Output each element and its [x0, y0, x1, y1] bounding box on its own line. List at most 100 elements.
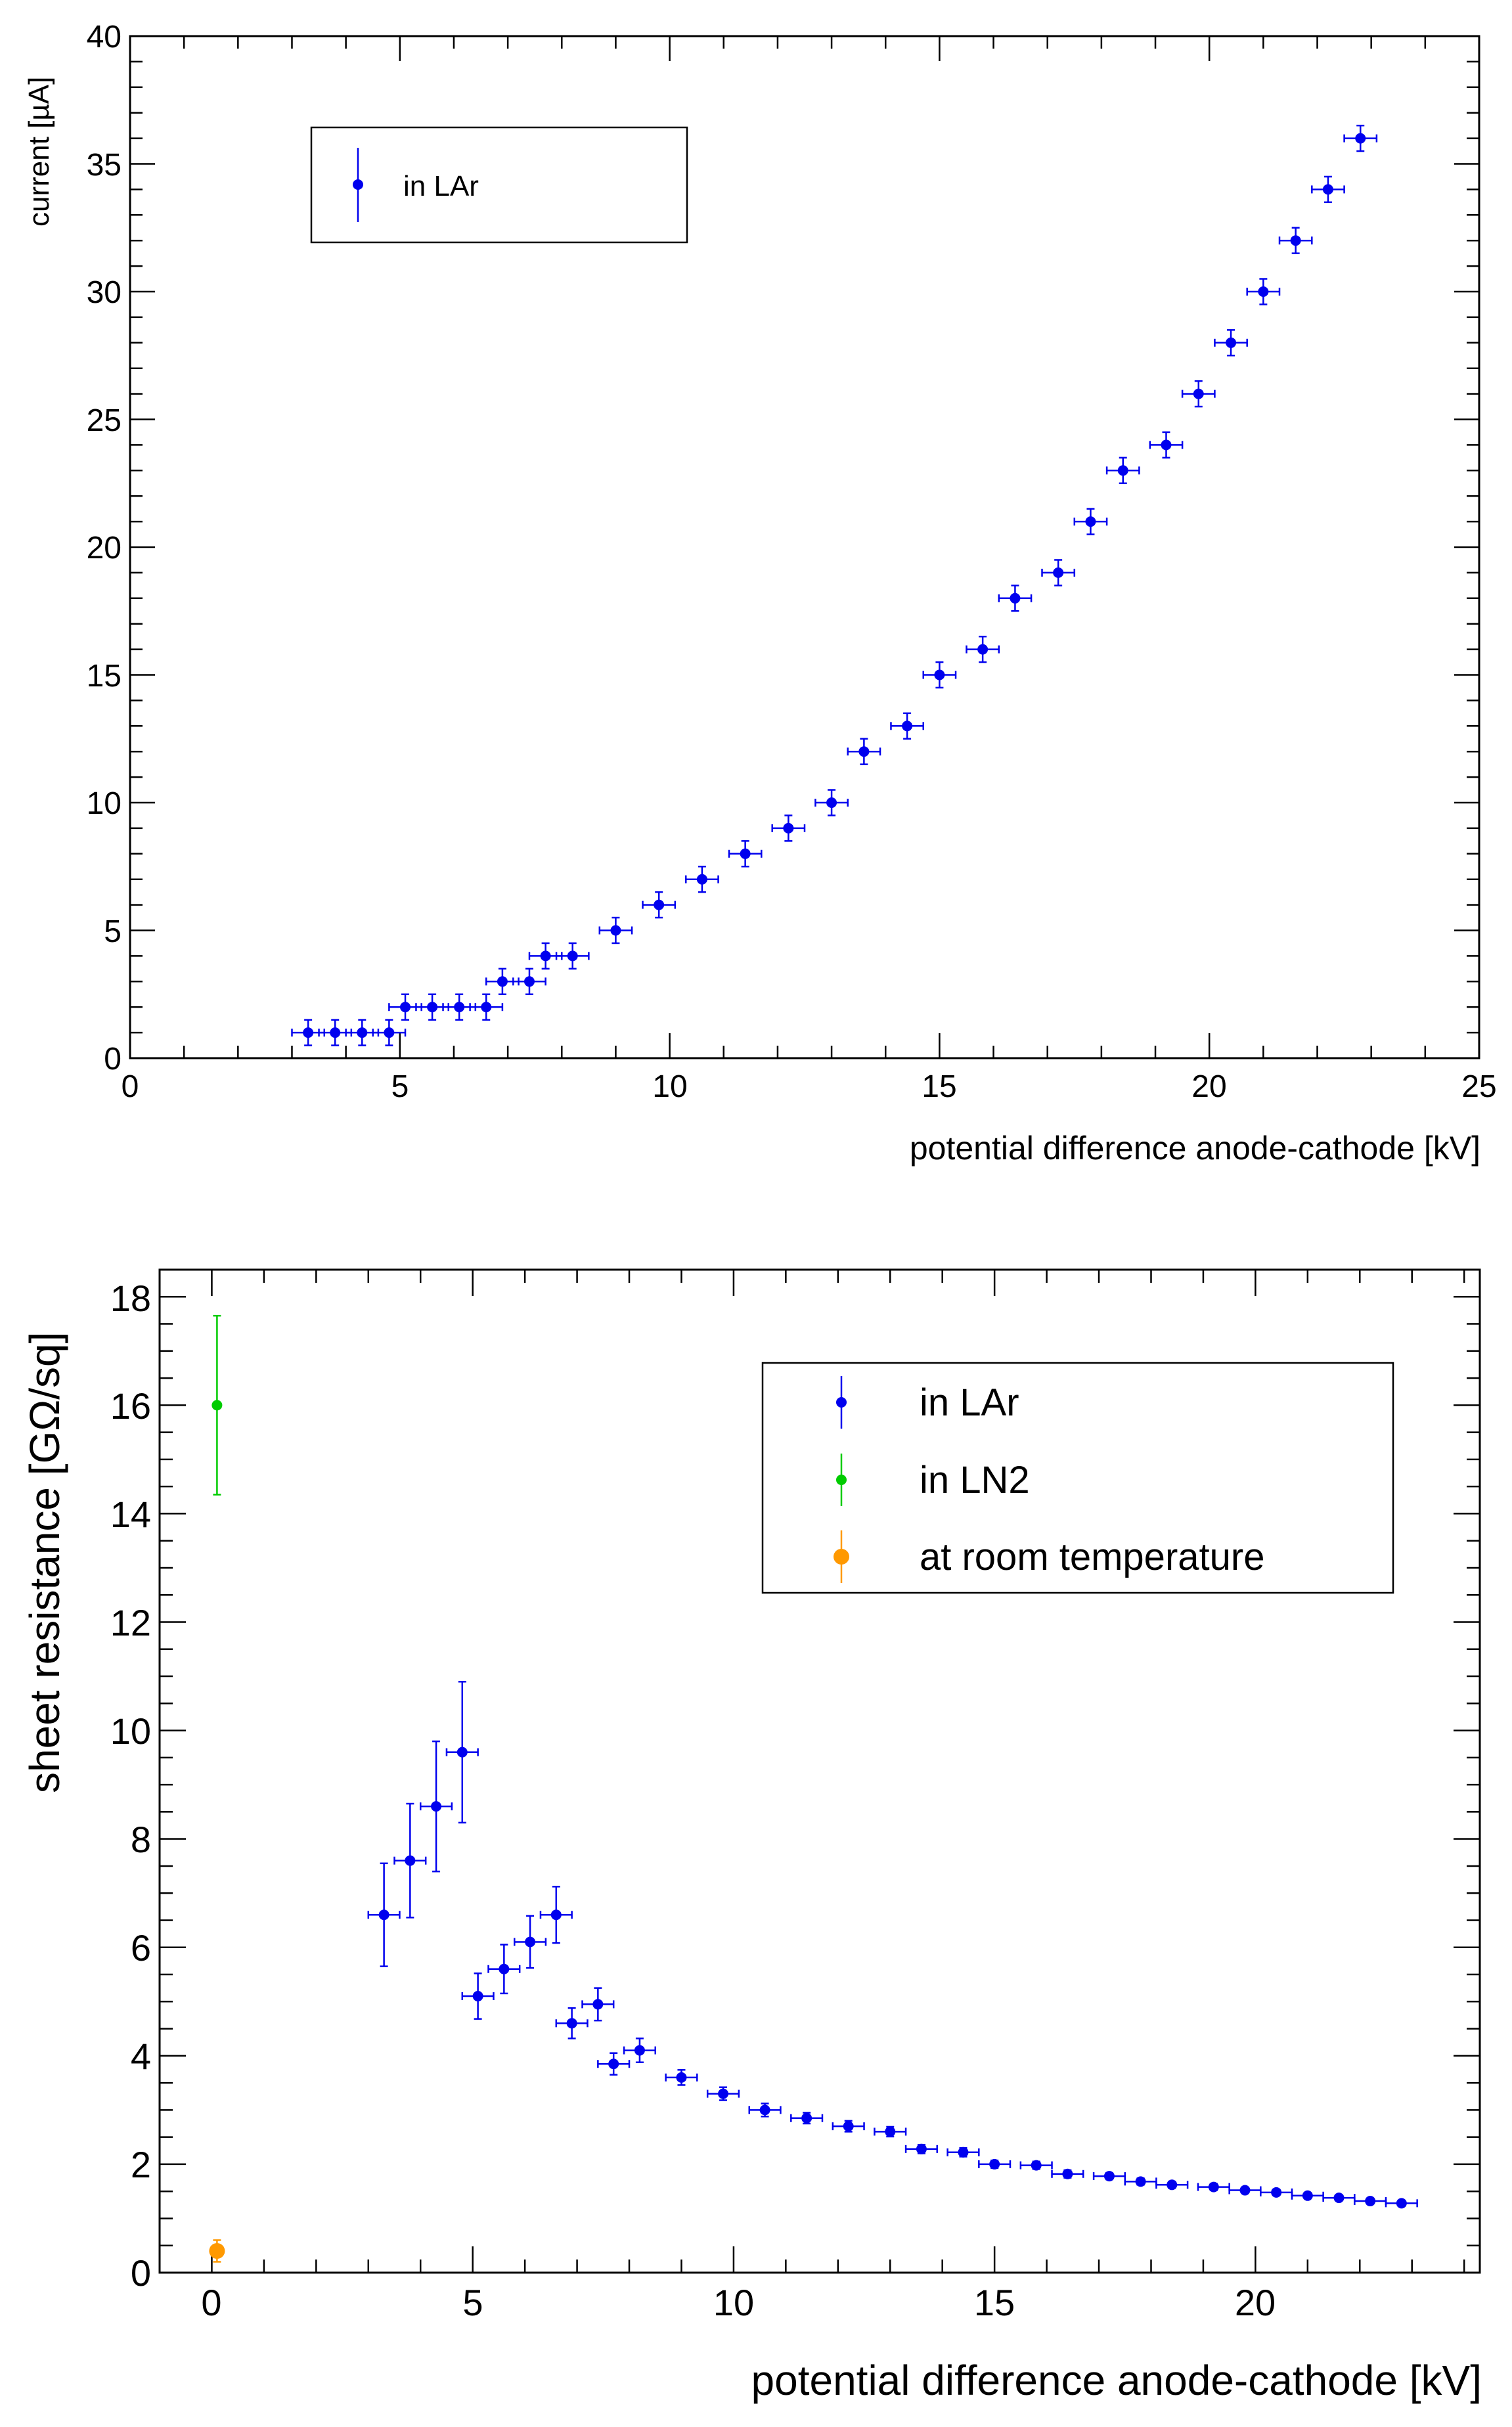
data-point-in-lar [1019, 2160, 1053, 2171]
marker-in-lar [472, 1991, 483, 2002]
data-point-in-lar [1124, 2176, 1157, 2187]
current-y-axis-title: current [µA] [23, 77, 55, 227]
data-point-in-lar [1291, 2190, 1324, 2201]
data-point-in-lar [513, 1915, 547, 1969]
data-point-in-lar [922, 661, 957, 689]
marker-in-lar [858, 746, 870, 757]
resistance-x-tick-label: 10 [713, 2282, 754, 2323]
marker-at-room-temperature [209, 2242, 225, 2259]
marker-in-lar [989, 2158, 1000, 2170]
data-point-in-lar [642, 891, 677, 919]
resistance-y-tick-label: 18 [110, 1278, 151, 1319]
resistance-y-tick-label: 8 [131, 1819, 151, 1860]
marker-in-lar [454, 1002, 465, 1013]
marker-in-lar [303, 1027, 314, 1038]
current-y-tick-label: 35 [87, 148, 122, 183]
marker-in-ln2 [211, 1400, 223, 1411]
resistance-y-tick-label: 6 [131, 1927, 151, 1969]
data-point-in-lar [598, 916, 633, 945]
current-y-tick-label: 0 [104, 1042, 122, 1077]
marker-in-lar [740, 848, 751, 859]
current-legend-label-lar: in LAr [403, 170, 479, 202]
marker-in-lar [567, 950, 578, 962]
data-point-in-lar [1051, 2168, 1084, 2179]
current-chart: 0 5 10 15 20 25 30 35 40 0 5 10 15 20 25… [23, 20, 1497, 1167]
marker-in-lar [550, 1909, 562, 1921]
data-point-in-lar [393, 1802, 427, 1919]
data-point-in-lar [706, 2086, 740, 2101]
data-point-in-lar [597, 2052, 631, 2076]
marker-in-lar [427, 1002, 438, 1013]
resistance-legend: in LAr in LN2 at room temperature [761, 1362, 1394, 1594]
data-point-in-lar [1155, 2179, 1189, 2191]
marker-in-lar [1117, 465, 1128, 476]
current-x-tick-label: 15 [922, 1069, 956, 1104]
marker-in-lar [759, 2104, 770, 2116]
resistance-x-axis-title: potential difference anode-cathode [kV] [751, 2357, 1482, 2404]
data-point-in-lar [539, 1886, 573, 1944]
data-point-in-lar [1228, 2185, 1262, 2196]
data-point-in-lar [1260, 2187, 1293, 2198]
legend-lar-marker [836, 1397, 847, 1408]
marker-in-lar [497, 976, 508, 987]
marker-in-lar [718, 2088, 729, 2099]
marker-in-lar [1365, 2196, 1376, 2207]
data-point-in-lar [814, 789, 849, 816]
marker-in-lar [1208, 2181, 1219, 2193]
legend-label-room: at room temperature [920, 1536, 1264, 1578]
marker-in-lar [1062, 2168, 1073, 2179]
data-point-in-lar [1343, 124, 1378, 152]
resistance-y-tick-label: 4 [131, 2036, 151, 2077]
data-point-in-lar [469, 993, 504, 1021]
data-point-in-lar [832, 2120, 865, 2133]
marker-in-lar [1226, 337, 1237, 348]
data-point-in-lar [978, 2158, 1012, 2170]
data-point-in-lar [487, 1944, 521, 1995]
data-point-in-lar [1149, 431, 1184, 459]
data-point-in-ln2 [211, 1314, 223, 1496]
current-y-tick-label: 40 [87, 20, 122, 55]
resistance-x-tick-label: 0 [201, 2282, 221, 2323]
resistance-y-axis-title: sheet resistance [GΩ/sq] [21, 1332, 68, 1793]
marker-in-lar [481, 1002, 492, 1013]
current-legend-marker [353, 179, 363, 190]
data-point-in-lar [623, 2037, 656, 2063]
resistance-chart-frame [158, 1268, 1481, 2274]
resistance-chart: 0 2 4 6 8 10 12 14 16 18 0 5 10 15 20 sh… [21, 1268, 1482, 2404]
marker-in-lar [1161, 439, 1172, 451]
resistance-legend-box [761, 1362, 1394, 1594]
data-point-in-lar [904, 2143, 939, 2154]
data-point-in-lar [1092, 2171, 1126, 2182]
marker-in-lar [843, 2121, 854, 2132]
legend-label-ln2: in LN2 [920, 1459, 1030, 1502]
data-point-in-lar [1105, 456, 1140, 484]
marker-in-lar [1010, 592, 1021, 604]
marker-in-lar [499, 1963, 510, 1974]
marker-in-lar [1193, 388, 1204, 399]
current-x-tick-label: 10 [652, 1069, 687, 1104]
data-point-in-lar [946, 2147, 980, 2158]
marker-in-lar [1135, 2176, 1146, 2187]
marker-in-lar [592, 1999, 604, 2010]
resistance-y-tick-label: 12 [110, 1602, 151, 1643]
data-point-in-lar [771, 814, 806, 842]
data-point-in-lar [890, 712, 925, 740]
marker-in-lar [1167, 2179, 1178, 2191]
marker-in-lar [540, 950, 551, 962]
data-point-in-lar [790, 2112, 824, 2125]
data-point-in-lar [728, 840, 763, 868]
current-y-tick-label: 10 [87, 786, 122, 821]
current-x-tick-label: 25 [1461, 1069, 1496, 1104]
data-point-in-lar [1278, 227, 1313, 254]
marker-in-lar [958, 2147, 969, 2158]
marker-in-lar [902, 721, 913, 732]
data-point-in-lar [684, 866, 719, 893]
data-point-in-lar [512, 968, 546, 995]
data-point-in-lar [847, 738, 881, 765]
current-x-tick-label: 0 [122, 1069, 139, 1104]
legend-room-marker [834, 1549, 849, 1565]
current-y-tick-label: 25 [87, 403, 122, 438]
marker-in-lar [405, 1855, 416, 1866]
marker-in-lar [610, 925, 621, 936]
